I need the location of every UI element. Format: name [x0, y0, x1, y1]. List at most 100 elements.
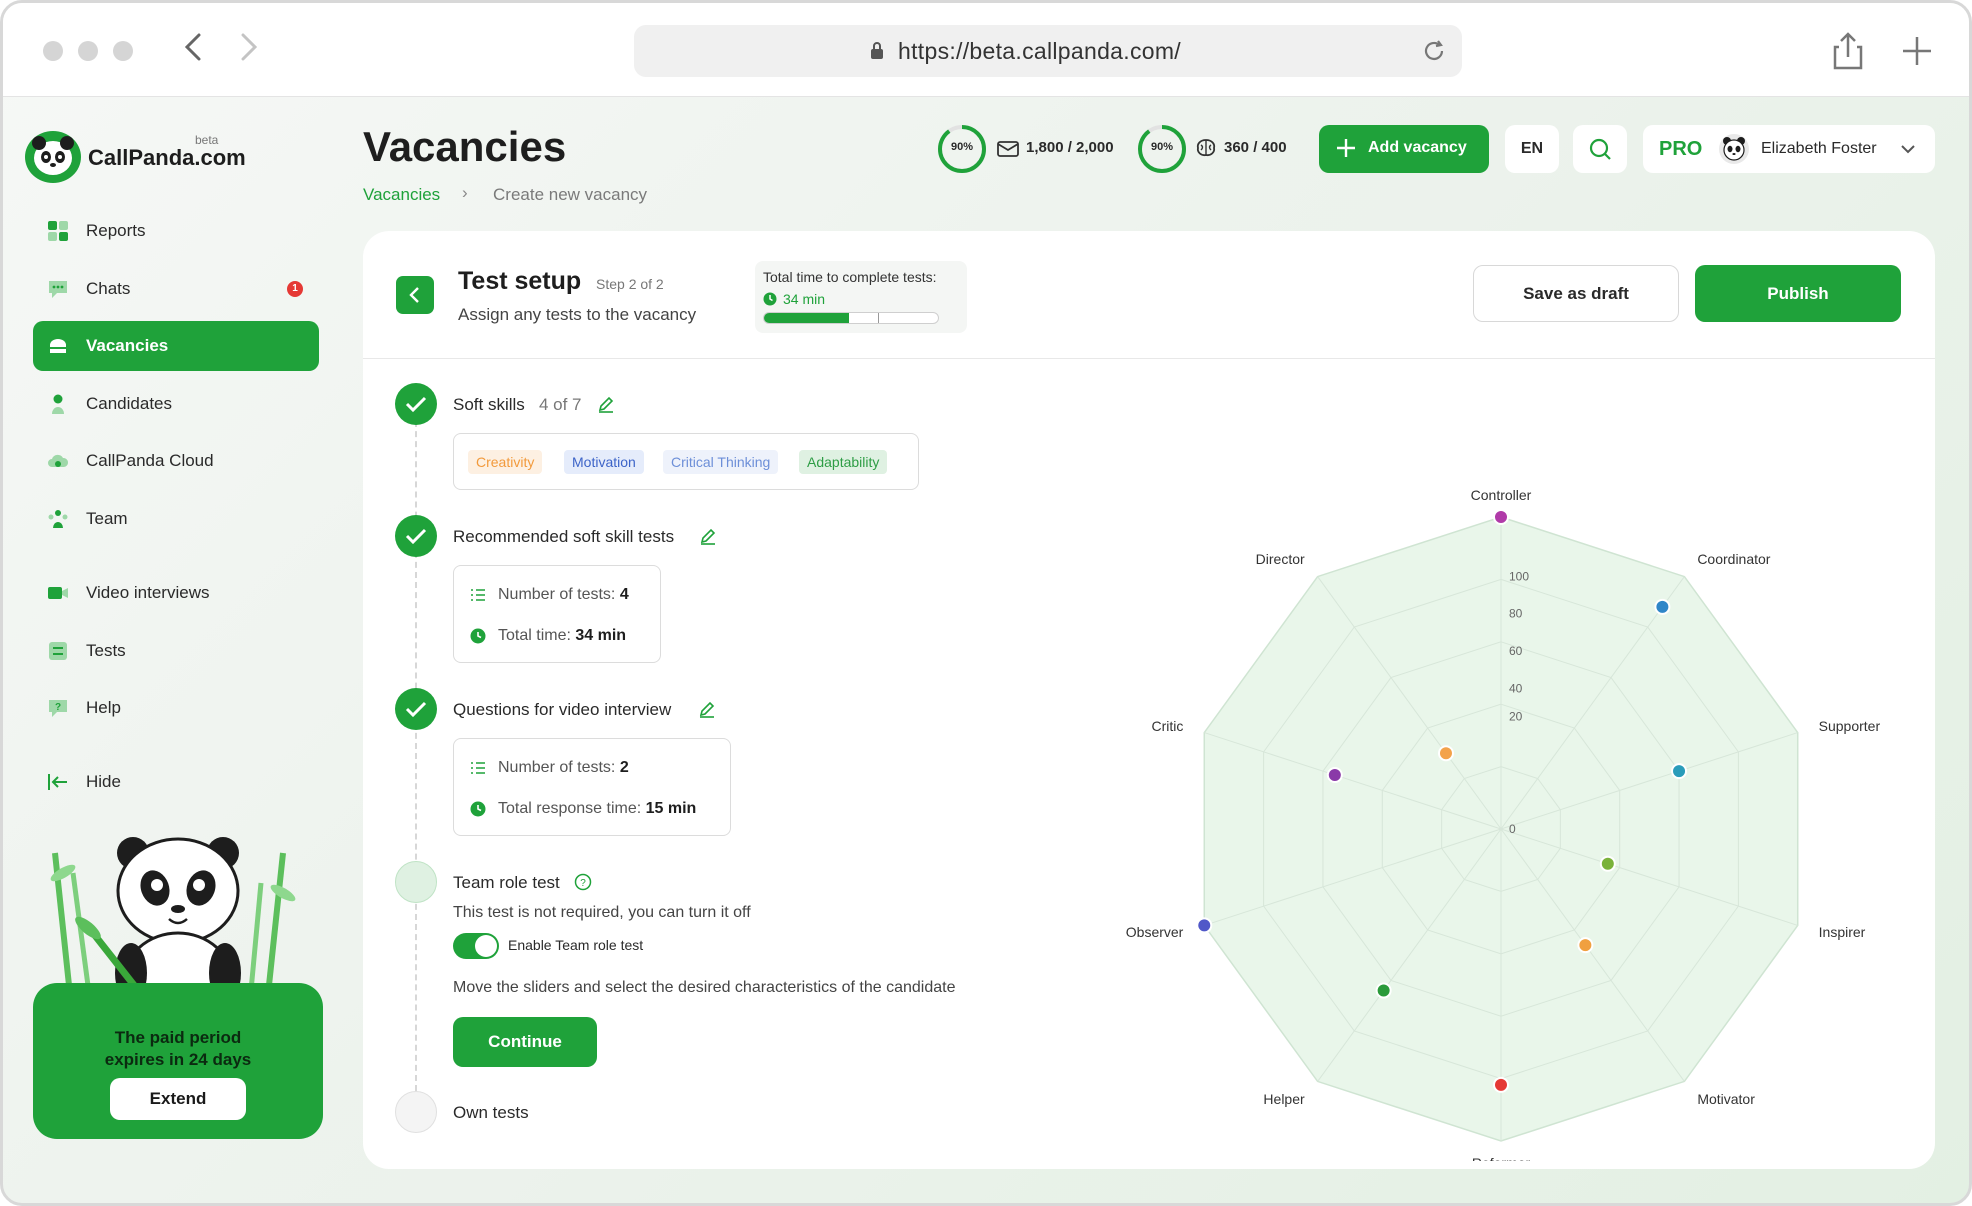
- add-vacancy-button[interactable]: Add vacancy: [1319, 125, 1489, 173]
- radar-axis-label: Critic: [1151, 718, 1183, 734]
- sidebar-item-label: Chats: [86, 279, 131, 298]
- user-menu[interactable]: PRO Elizabeth Foster: [1643, 125, 1935, 173]
- steps-connector: [415, 411, 417, 1091]
- sidebar-item-label: Reports: [86, 221, 146, 240]
- sidebar-item-team[interactable]: Team: [33, 494, 319, 544]
- brand-beta-tag: beta: [195, 133, 219, 147]
- publish-button[interactable]: Publish: [1695, 265, 1901, 322]
- help-circle-icon[interactable]: ?: [574, 873, 592, 891]
- window-close-dot[interactable]: [43, 41, 63, 61]
- edit-pencil-icon[interactable]: [597, 395, 615, 413]
- sidebar-item-label: CallPanda Cloud: [86, 451, 214, 470]
- brand-name: CallPanda.com: [88, 145, 246, 170]
- tests-count-label: Number of tests:: [498, 759, 616, 776]
- team-role-toggle[interactable]: [453, 933, 499, 959]
- usage-ring-tests: 90%: [1136, 123, 1188, 175]
- team-role-radar-chart: 0 20 40 60 80 100 Controller Coordinator Support…: [1126, 487, 1881, 1161]
- window-maximize-dot[interactable]: [113, 41, 133, 61]
- list-icon: [471, 589, 485, 601]
- continue-button[interactable]: Continue: [453, 1017, 597, 1067]
- radar-spoke: [1500, 576, 1685, 830]
- radar-point-critic[interactable]: [1326, 767, 1343, 784]
- window-minimize-dot[interactable]: [78, 41, 98, 61]
- slider-instruction: Move the sliders and select the desired …: [453, 979, 956, 996]
- candidate-icon: [52, 394, 64, 414]
- share-icon[interactable]: [1831, 31, 1865, 71]
- plan-badge: PRO: [1659, 138, 1703, 160]
- mail-icon: [997, 141, 1019, 157]
- radar-axis-label: Reformer: [1472, 1155, 1531, 1161]
- radar-point-observer[interactable]: [1196, 917, 1213, 934]
- total-time-value: 34 min: [575, 627, 627, 644]
- sidebar-item-video-interviews[interactable]: Video interviews: [33, 568, 319, 618]
- back-arrow-icon[interactable]: [175, 31, 211, 71]
- sidebar-item-chats[interactable]: Chats 1: [33, 264, 319, 314]
- sidebar-item-tests[interactable]: Tests: [33, 626, 319, 676]
- sidebar-item-help[interactable]: ? Help: [33, 683, 319, 733]
- sidebar-item-label: Help: [86, 698, 121, 717]
- tests-count-label: Number of tests:: [498, 586, 616, 603]
- radar-point-helper[interactable]: [1375, 982, 1392, 999]
- radar-axis-label: Coordinator: [1697, 551, 1770, 567]
- radar-axis-label: Controller: [1471, 487, 1532, 503]
- radar-point-reformer[interactable]: [1493, 1076, 1509, 1093]
- radar-point-inspirer[interactable]: [1599, 855, 1616, 872]
- skill-tag[interactable]: Critical Thinking: [663, 450, 779, 474]
- radar-tick-label: 40: [1509, 682, 1523, 696]
- skill-tag[interactable]: Creativity: [468, 450, 543, 474]
- team-role-note: This test is not required, you can turn …: [453, 904, 751, 921]
- radar-tick-label: 20: [1509, 710, 1523, 724]
- promo-line-1: The paid period: [114, 1028, 242, 1047]
- reload-icon[interactable]: [1420, 37, 1448, 65]
- video-questions-summary: Number of tests: 2 Total response time: …: [453, 738, 731, 836]
- step-own-tests: Own tests: [453, 1103, 529, 1122]
- brand-logo[interactable]: CallPanda.com beta: [25, 129, 246, 185]
- tests-count-value: 2: [619, 759, 629, 776]
- forward-arrow-icon[interactable]: [231, 31, 267, 71]
- panda-logo-icon: [25, 131, 81, 183]
- sidebar-item-vacancies[interactable]: Vacancies: [33, 321, 319, 371]
- sidebar-item-cloud[interactable]: CallPanda Cloud: [33, 436, 319, 486]
- radar-point-controller[interactable]: [1493, 509, 1509, 525]
- step-title-text: Soft skills: [453, 395, 525, 414]
- radar-axis-label: Supporter: [1819, 718, 1881, 734]
- usage-percent: 90%: [950, 141, 974, 153]
- radar-point-motivator[interactable]: [1577, 937, 1594, 954]
- breadcrumb-vacancies[interactable]: Vacancies: [363, 185, 441, 204]
- test-setup-card: Test setup Step 2 of 2 Assign any tests …: [363, 231, 1935, 1169]
- search-button[interactable]: [1573, 125, 1627, 173]
- lock-icon: [871, 42, 883, 59]
- sidebar-item-reports[interactable]: Reports: [33, 206, 319, 256]
- radar-point-coordinator[interactable]: [1654, 598, 1671, 615]
- sidebar-item-label: Team: [86, 509, 128, 528]
- step-current-icon: [395, 861, 437, 903]
- edit-pencil-icon[interactable]: [698, 700, 716, 718]
- radar-spoke: [1500, 828, 1685, 1082]
- address-bar[interactable]: https://beta.callpanda.com/: [634, 25, 1462, 77]
- sidebar-hide-button[interactable]: Hide: [33, 757, 319, 807]
- radar-tick-label: 100: [1509, 569, 1529, 583]
- extend-button[interactable]: Extend: [110, 1078, 246, 1120]
- sidebar-item-candidates[interactable]: Candidates: [33, 379, 319, 429]
- clock-icon: [763, 292, 777, 306]
- save-draft-button[interactable]: Save as draft: [1473, 265, 1679, 322]
- total-time-label: Total time to complete tests:: [763, 269, 937, 285]
- skill-tag[interactable]: Motivation: [564, 450, 644, 474]
- sidebar-item-label: Candidates: [86, 394, 173, 413]
- new-tab-icon[interactable]: [1899, 33, 1935, 69]
- back-button[interactable]: [396, 276, 434, 314]
- radar-point-director[interactable]: [1437, 745, 1454, 762]
- total-time-progress: [763, 312, 939, 324]
- step-team-role: Team role test: [453, 873, 560, 892]
- step-complete-icon: [395, 515, 437, 557]
- radar-point-supporter[interactable]: [1671, 763, 1688, 780]
- edit-pencil-icon[interactable]: [699, 527, 717, 545]
- radar-spoke: [1204, 828, 1502, 926]
- unread-badge: 1: [287, 281, 303, 297]
- radar-spoke: [1500, 828, 1798, 926]
- skill-tag[interactable]: Adaptability: [799, 450, 888, 474]
- total-time-box: Total time to complete tests: 34 min: [755, 261, 967, 333]
- language-switcher[interactable]: EN: [1505, 125, 1559, 173]
- radar-tick-label: 0: [1509, 822, 1516, 836]
